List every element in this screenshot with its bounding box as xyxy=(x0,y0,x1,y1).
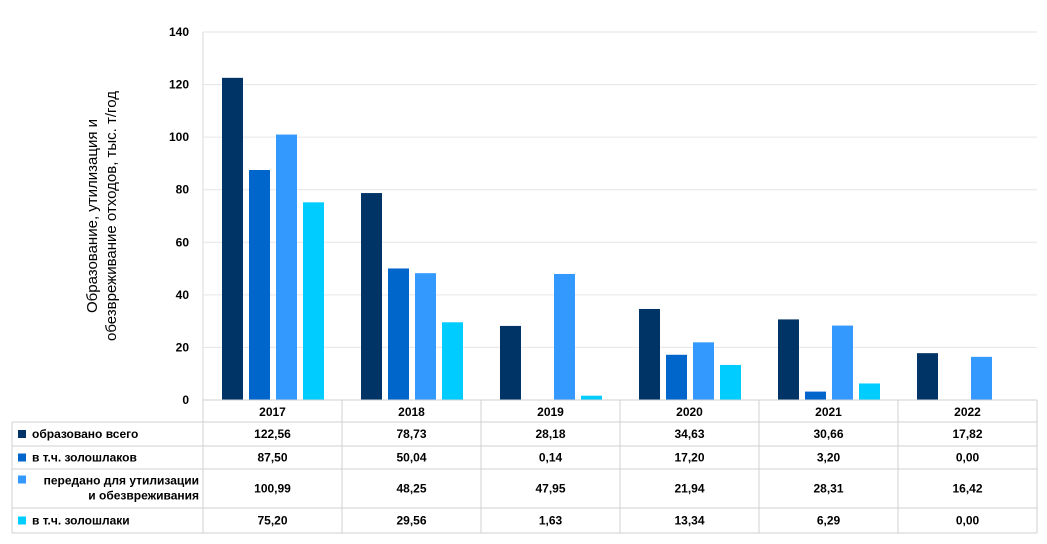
bar xyxy=(805,391,826,400)
data-table-value: 28,18 xyxy=(535,427,565,441)
legend-swatch xyxy=(18,475,26,484)
bar xyxy=(276,134,297,400)
y-tick-label: 80 xyxy=(176,183,190,197)
data-table-value: 122,56 xyxy=(254,427,291,441)
legend-label: образовано всего xyxy=(32,427,138,441)
legend-swatch xyxy=(18,453,26,462)
legend-label: передано для утилизации и обезвреживания xyxy=(44,474,199,503)
data-table-value: 100,99 xyxy=(254,482,291,496)
data-table-value: 0,00 xyxy=(956,514,980,528)
bar xyxy=(500,325,521,400)
y-axis-ticks: 0 20 40 60 80 100 120 140 xyxy=(169,25,189,407)
bar xyxy=(720,364,741,400)
legend-label-line: и обезвреживания xyxy=(88,489,199,503)
y-axis-title-line: Образование, утилизация и xyxy=(84,119,101,313)
bar xyxy=(554,273,575,400)
y-tick-label: 100 xyxy=(169,130,189,144)
bar xyxy=(693,342,714,400)
y-tick-label: 20 xyxy=(176,340,190,354)
y-tick-label: 0 xyxy=(182,393,189,407)
legend-label: в т.ч. золошлаки xyxy=(32,514,130,528)
data-table-value: 48,25 xyxy=(396,482,426,496)
legend-label-line: передано для утилизации xyxy=(44,474,199,488)
y-axis-title-line: обезвреживание отходов, тыс. т/год xyxy=(103,91,120,341)
data-table-value: 28,31 xyxy=(813,482,843,496)
y-axis-label: Образование, утилизация и обезвреживание … xyxy=(84,91,120,341)
data-table-value: 78,73 xyxy=(396,427,426,441)
y-tick-label: 40 xyxy=(176,288,190,302)
bar xyxy=(971,356,992,400)
data-table-value: 1,63 xyxy=(539,514,563,528)
x-tick-label: 2022 xyxy=(954,405,981,419)
legend-swatch xyxy=(18,516,26,525)
bar xyxy=(303,202,324,400)
data-table-value: 16,42 xyxy=(952,482,982,496)
data-table-value: 17,82 xyxy=(952,427,982,441)
legend-swatch xyxy=(18,430,26,438)
data-table-value: 17,20 xyxy=(674,451,704,465)
data-table-value: 29,56 xyxy=(396,514,426,528)
data-table-value: 50,04 xyxy=(396,451,426,465)
data-table-value: 6,29 xyxy=(817,514,841,528)
y-tick-label: 120 xyxy=(169,78,189,92)
bars xyxy=(222,77,992,400)
x-tick-label: 2020 xyxy=(676,405,703,419)
bar xyxy=(778,319,799,400)
x-tick-label: 2017 xyxy=(259,405,286,419)
bar xyxy=(639,308,660,400)
bar xyxy=(832,325,853,400)
data-table-value: 21,94 xyxy=(674,482,704,496)
bar xyxy=(442,322,463,400)
data-table-value: 0,14 xyxy=(539,451,563,465)
bar xyxy=(859,383,880,400)
data-table-value: 47,95 xyxy=(535,482,565,496)
data-table-value: 3,20 xyxy=(817,451,841,465)
bar xyxy=(917,353,938,400)
legend-label: в т.ч. золошлаков xyxy=(32,451,137,465)
data-table-value: 75,20 xyxy=(257,514,287,528)
y-tick-label: 140 xyxy=(169,25,189,39)
data-table-value: 0,00 xyxy=(956,451,980,465)
x-tick-label: 2018 xyxy=(398,405,425,419)
bar xyxy=(249,170,270,400)
grid-lines xyxy=(202,31,1037,400)
data-table-value: 30,66 xyxy=(813,427,843,441)
bar xyxy=(581,395,602,400)
y-tick-label: 60 xyxy=(176,235,190,249)
bar xyxy=(666,354,687,400)
bar xyxy=(388,268,409,400)
data-table-value: 87,50 xyxy=(257,451,287,465)
y-axis-title: Образование, утилизация и обезвреживание … xyxy=(84,91,120,341)
bar xyxy=(222,77,243,400)
data-table-value: 34,63 xyxy=(674,427,704,441)
data-table-value: 13,34 xyxy=(674,514,704,528)
bar xyxy=(361,193,382,400)
x-tick-label: 2019 xyxy=(537,405,564,419)
bar xyxy=(415,273,436,400)
data-table: 2017 2018 2019 2020 2021 2022 образовано всего… xyxy=(11,399,1038,534)
x-tick-label: 2021 xyxy=(815,405,842,419)
